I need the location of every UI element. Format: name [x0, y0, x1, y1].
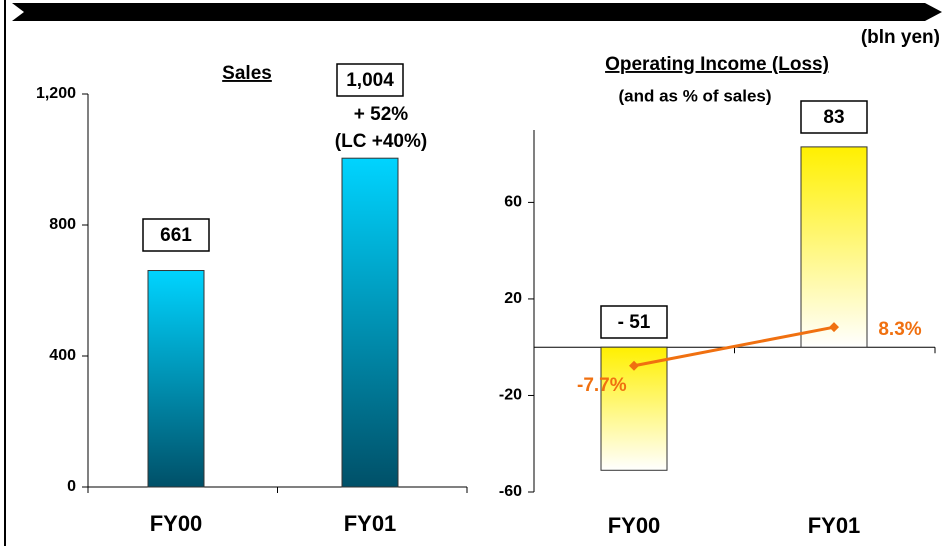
- value-label: - 51: [618, 312, 651, 333]
- value-label-box: [142, 218, 210, 252]
- chart-title: Operating Income (Loss): [605, 54, 829, 75]
- value-label-box: [800, 100, 868, 134]
- x-tick-label: FY01: [344, 511, 397, 536]
- value-label: 661: [160, 225, 192, 246]
- bar: [800, 146, 868, 348]
- annotation: + 52%: [354, 104, 409, 125]
- value-label: 1,004: [346, 70, 394, 91]
- chart-title: Sales: [222, 63, 272, 84]
- ratio-marker: [629, 360, 639, 371]
- x-tick-label: FY01: [808, 513, 861, 538]
- bar: [341, 157, 399, 488]
- y-tick-label: 400: [49, 347, 76, 364]
- y-tick-label: -20: [499, 387, 522, 404]
- ratio-label: 8.3%: [878, 319, 921, 340]
- y-tick-label: 20: [504, 290, 522, 307]
- value-label-box: [600, 305, 668, 339]
- y-tick-label: -60: [499, 483, 522, 500]
- x-tick-label: FY00: [150, 511, 203, 536]
- bar: [147, 270, 205, 488]
- header-arrow: [12, 3, 942, 21]
- chart-subtitle: (and as % of sales): [618, 86, 771, 105]
- ratio-line: [633, 325, 835, 368]
- annotation: (LC +40%): [335, 131, 427, 152]
- value-label-box: [336, 63, 404, 97]
- ratio-marker: [829, 322, 839, 333]
- y-tick-label: 60: [504, 194, 522, 211]
- x-tick-label: FY00: [608, 513, 661, 538]
- ratio-label: -7.7%: [577, 375, 627, 396]
- y-tick-label: 0: [67, 478, 76, 495]
- value-label: 83: [823, 107, 844, 128]
- y-tick-label: 1,200: [36, 85, 76, 102]
- unit-label: (bln yen): [861, 27, 940, 48]
- y-tick-label: 800: [49, 216, 76, 233]
